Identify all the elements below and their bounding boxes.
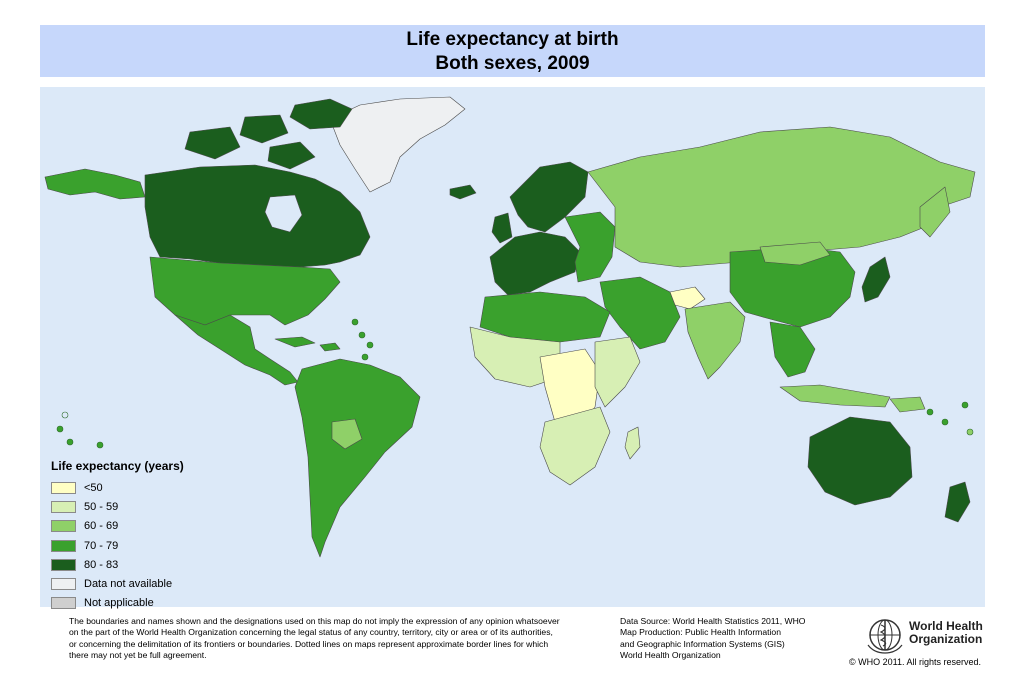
island-dot xyxy=(961,401,969,409)
legend-label: 60 - 69 xyxy=(84,520,119,533)
kamchatka-region xyxy=(919,186,951,238)
legend-label: Not applicable xyxy=(84,597,154,610)
legend-item: 80 - 83 xyxy=(51,555,251,574)
legend-swatch xyxy=(51,539,76,552)
legend-swatch xyxy=(51,578,76,591)
legend-item: 50 - 59 xyxy=(51,497,251,516)
southeast-asia-region xyxy=(769,321,816,378)
island-dot xyxy=(66,438,74,446)
east-africa-region xyxy=(594,336,641,408)
map-subtitle: Both sexes, 2009 xyxy=(435,53,590,74)
legend-label: 50 - 59 xyxy=(84,500,119,513)
copyright-text: © WHO 2011. All rights reserved. xyxy=(849,657,982,667)
mexico-central-america xyxy=(174,314,299,386)
disclaimer-line: The boundaries and names shown and the d… xyxy=(69,616,560,626)
source-line: Map Production: Public Health Informatio… xyxy=(620,627,781,638)
legend-item: 70 - 79 xyxy=(51,536,251,555)
source-line: World Health Organization xyxy=(620,650,721,661)
legend-swatch xyxy=(51,500,76,513)
bolivia-region xyxy=(331,418,363,450)
map-title: Life expectancy at birth xyxy=(406,29,619,50)
legend-swatch xyxy=(51,558,76,571)
alaska-region xyxy=(44,168,146,200)
data-source-text: Data Source: World Health Statistics 201… xyxy=(620,616,860,662)
southern-africa-region xyxy=(539,406,611,486)
legend-item: Data not available xyxy=(51,574,251,593)
org-name-line1: World Health xyxy=(909,619,983,633)
disclaimer-line: on the part of the World Health Organiza… xyxy=(69,627,553,638)
papua-region xyxy=(889,396,926,413)
world-map xyxy=(40,87,985,607)
legend-item: Not applicable xyxy=(51,594,251,613)
island-dot xyxy=(966,428,974,436)
who-wordmark: World Health Organization xyxy=(909,620,999,646)
iceland-region xyxy=(449,184,477,200)
island-dot xyxy=(361,353,369,361)
japan-region xyxy=(861,256,891,303)
legend-item: 60 - 69 xyxy=(51,517,251,536)
world-map-svg xyxy=(44,96,976,558)
middle-east-region xyxy=(599,276,681,350)
island-dot xyxy=(96,441,104,449)
legend-label: <50 xyxy=(84,481,103,494)
island-dot xyxy=(926,408,934,416)
island-dot xyxy=(358,331,366,339)
map-title-bar: Life expectancy at birth Both sexes, 200… xyxy=(40,25,985,77)
australia-region xyxy=(807,416,913,506)
south-america-region xyxy=(294,358,421,558)
canada-arctic-islands xyxy=(184,98,353,170)
eastern-europe-region xyxy=(564,211,616,283)
island-dot xyxy=(366,341,374,349)
island-dot xyxy=(941,418,949,426)
new-zealand-region xyxy=(944,481,971,523)
greenland-region xyxy=(329,96,466,193)
hudson-bay xyxy=(264,194,303,233)
indonesia-region xyxy=(779,384,891,408)
afghanistan-region xyxy=(669,286,706,310)
mongolia-region xyxy=(759,241,831,266)
legend-swatch xyxy=(51,520,76,533)
scandinavia-region xyxy=(509,161,589,233)
source-line: and Geographic Information Systems (GIS) xyxy=(620,638,785,649)
caribbean-islands xyxy=(274,336,341,352)
island-dot xyxy=(61,411,69,419)
legend-title: Life expectancy (years) xyxy=(51,459,184,473)
who-emblem-icon xyxy=(864,615,906,655)
legend-label: 70 - 79 xyxy=(84,539,119,552)
source-line: Data Source: World Health Statistics 201… xyxy=(620,616,806,626)
disclaimer-line: there may not yet be full agreement. xyxy=(69,650,207,661)
island-dot xyxy=(56,425,64,433)
disclaimer-line: or concerning the delimitation of its fr… xyxy=(69,638,549,649)
island-dot xyxy=(351,318,359,326)
madagascar-region xyxy=(624,426,641,460)
legend-swatch xyxy=(51,597,76,610)
north-africa-region xyxy=(479,291,611,343)
disclaimer-text: The boundaries and names shown and the d… xyxy=(69,616,609,662)
org-name-line2: Organization xyxy=(909,632,983,646)
western-europe-region xyxy=(489,231,581,296)
south-asia-region xyxy=(684,301,746,380)
usa-region xyxy=(149,256,341,326)
map-legend: Life expectancy (years) <50 50 - 59 60 -… xyxy=(51,459,251,613)
legend-item: <50 xyxy=(51,478,251,497)
legend-label: 80 - 83 xyxy=(84,558,119,571)
uk-region xyxy=(491,212,513,244)
legend-label: Data not available xyxy=(84,578,173,591)
canada-region xyxy=(144,164,371,268)
legend-swatch xyxy=(51,481,76,494)
